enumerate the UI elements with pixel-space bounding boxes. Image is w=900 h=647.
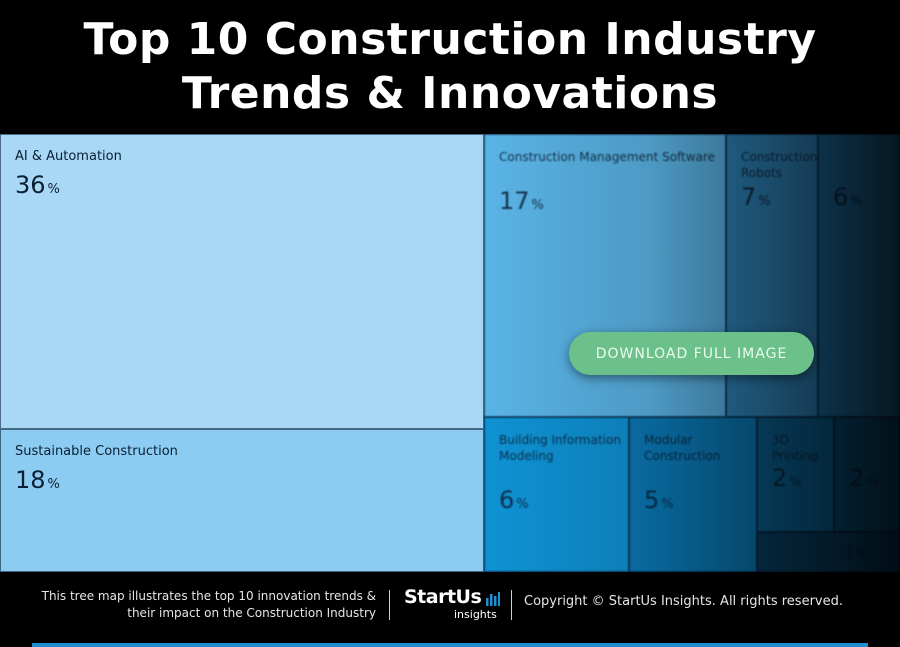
treemap-tile: 3D Printing 2% [757, 417, 834, 532]
header: Top 10 Construction Industry Trends & In… [0, 0, 900, 134]
copyright-text: Copyright © StartUs Insights. All rights… [524, 594, 843, 609]
treemap-tile: AI & Automation 36% [0, 134, 484, 429]
page-title-line-1: Top 10 Construction Industry [83, 14, 817, 65]
treemap-tile: 2% [834, 417, 900, 532]
treemap-tile-label: Modular Construction [644, 433, 721, 463]
treemap-tile-value: 17% [499, 187, 544, 220]
treemap-tile-value: 18% [15, 466, 60, 499]
treemap-tile: Modular Construction 5% [629, 417, 757, 572]
treemap-tile-percent-sign: % [531, 198, 544, 213]
treemap-tile-value: 2% [772, 464, 802, 497]
treemap-tile-label: AI & Automation [15, 149, 122, 164]
treemap-tile-value-number: 18 [15, 466, 46, 494]
treemap-tile: Sustainable Construction 18% [0, 429, 484, 572]
page-title-line-2: Trends & Innovations [181, 68, 719, 119]
treemap-tile-percent-sign: % [850, 194, 863, 209]
treemap-tile-percent-sign: % [856, 547, 869, 562]
treemap-tile-value-number: 17 [499, 187, 530, 215]
treemap-tile-value: 6% [833, 183, 863, 216]
treemap-tile-label: Construction Robots [741, 150, 818, 180]
bar-chart-logo-icon [486, 592, 500, 606]
treemap-tile-value-number: 6 [499, 486, 515, 514]
treemap-tile-label: 3D Printing [772, 433, 819, 463]
treemap-tile: 6% [818, 134, 900, 417]
treemap-tile-value: 36% [15, 171, 60, 204]
treemap-tile: 1% [757, 532, 900, 572]
treemap-tile-percent-sign: % [661, 497, 674, 512]
treemap-tile-value-number: 6 [833, 183, 849, 211]
treemap-tile-value-number: 36 [15, 171, 46, 199]
startus-insights-logo: StartUs insights [404, 586, 504, 622]
treemap-tile-value: 1% [844, 539, 869, 569]
footer-caption: This tree map illustrates the top 10 inn… [20, 588, 376, 622]
treemap-tile: Building Information Modeling 6% [484, 417, 629, 572]
treemap-tile-label: Building Information Modeling [499, 433, 621, 463]
treemap-tile-value-number: 2 [849, 464, 865, 492]
treemap-tile-value-number: 1 [844, 543, 855, 562]
treemap-tile-value: 6% [499, 486, 529, 519]
treemap-tile-value: 5% [644, 486, 674, 519]
footer-caption-line-1: This tree map illustrates the top 10 inn… [41, 589, 376, 603]
footer-divider [511, 590, 512, 620]
logo-wordmark: StartUs [404, 586, 482, 608]
treemap-tile-label: Sustainable Construction [15, 444, 178, 459]
download-full-image-button[interactable]: DOWNLOAD FULL IMAGE [569, 332, 814, 375]
treemap-tile-label: Construction Management Software [499, 150, 715, 164]
footer-divider [389, 590, 390, 620]
footer-caption-line-2: their impact on the Construction Industr… [127, 606, 376, 620]
treemap-tile-percent-sign: % [758, 194, 771, 209]
treemap-tile-percent-sign: % [866, 475, 879, 490]
treemap-tile-percent-sign: % [47, 182, 60, 197]
treemap-tile-value: 2% [849, 464, 879, 497]
footer: This tree map illustrates the top 10 inn… [0, 572, 900, 647]
treemap-tile-percent-sign: % [516, 497, 529, 512]
treemap-tile-percent-sign: % [47, 477, 60, 492]
treemap-tile-value-number: 7 [741, 183, 757, 211]
treemap-tile-value-number: 5 [644, 486, 660, 514]
logo-subtext: insights [454, 608, 497, 621]
footer-accent-bar [32, 643, 868, 647]
treemap-tile-percent-sign: % [789, 475, 802, 490]
treemap-tile-value: 7% [741, 183, 771, 216]
treemap-tile-value-number: 2 [772, 464, 788, 492]
